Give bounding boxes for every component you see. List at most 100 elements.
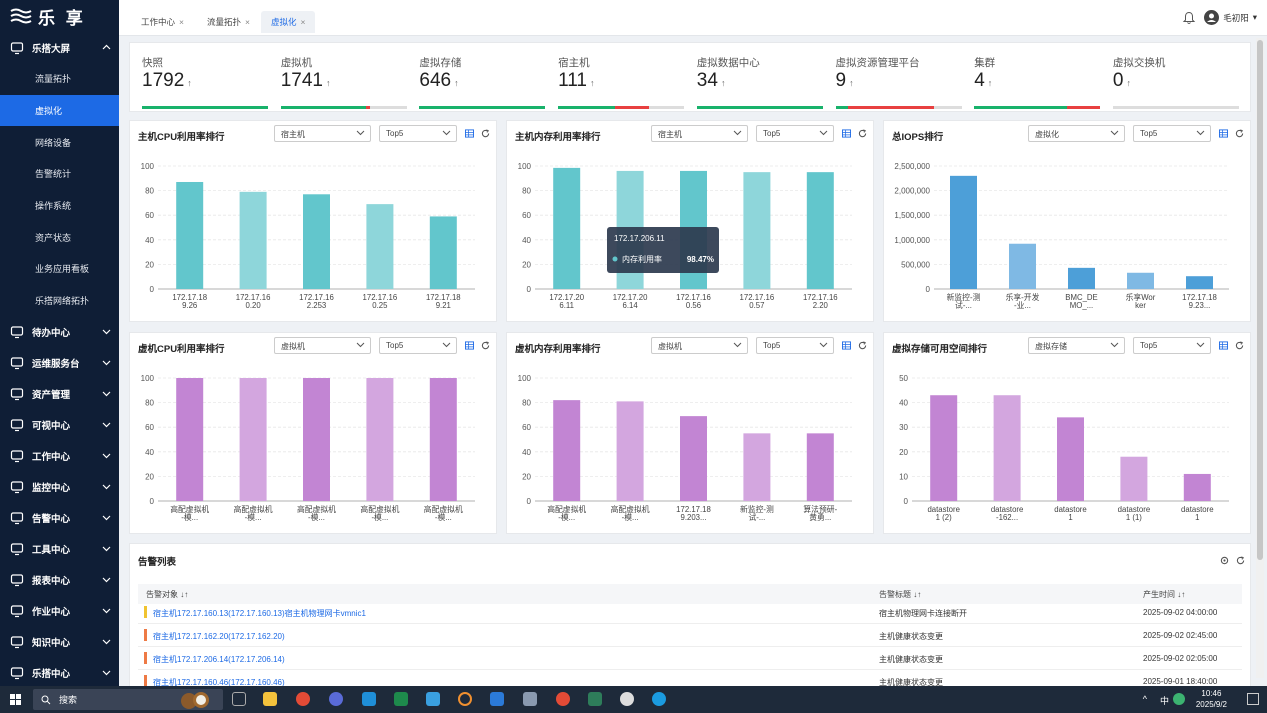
- table-row[interactable]: 宿主机172.17.160.46(172.17.160.46) 主机健康状态变更 2…: [138, 670, 1242, 687]
- app-icon[interactable]: [490, 692, 504, 706]
- object-type-select[interactable]: 宿主机: [651, 125, 748, 142]
- stat-card[interactable]: 快照 1792 ↑: [142, 55, 268, 109]
- tab-work-center[interactable]: 工作中心 ×: [131, 11, 194, 33]
- refresh-icon[interactable]: [1235, 341, 1244, 350]
- edge-icon[interactable]: [652, 692, 666, 706]
- column-header-title[interactable]: 告警标题 ↓↑: [879, 590, 922, 599]
- search-app-icon[interactable]: [458, 692, 472, 706]
- sidebar-group-4[interactable]: 可视中心: [0, 410, 119, 441]
- close-icon[interactable]: ×: [179, 17, 184, 27]
- alert-object-link[interactable]: 宿主机172.17.206.14(172.17.206.14): [153, 655, 285, 664]
- sidebar-item[interactable]: 告警统计: [35, 169, 72, 180]
- excel-icon[interactable]: [394, 692, 408, 706]
- user-menu[interactable]: 毛初阳 ▾: [1182, 10, 1257, 25]
- stat-card[interactable]: 虚拟交换机 0 ↑: [1112, 55, 1239, 109]
- table-view-icon[interactable]: [842, 341, 851, 350]
- close-icon[interactable]: ×: [245, 17, 250, 27]
- sidebar-item[interactable]: 网络设备: [35, 137, 72, 148]
- chrome-icon[interactable]: [556, 692, 570, 706]
- sidebar-item[interactable]: 资产状态: [35, 232, 72, 243]
- taskbar-clock[interactable]: 10:46 2025/9/2: [1196, 688, 1227, 710]
- alert-object-link[interactable]: 宿主机172.17.162.20(172.17.162.20): [153, 632, 285, 641]
- sidebar-group-2[interactable]: 运维服务台: [0, 348, 119, 379]
- app-icon[interactable]: [426, 692, 440, 706]
- page-scrollbar[interactable]: [1256, 38, 1264, 678]
- sidebar-item[interactable]: 操作系统: [35, 201, 72, 212]
- notification-icon[interactable]: [1247, 693, 1259, 705]
- alert-object-link[interactable]: 宿主机172.17.160.13(172.17.160.13)宿主机物理网卡vm…: [153, 609, 366, 618]
- top-n-select[interactable]: Top5: [756, 125, 834, 142]
- stat-card[interactable]: 虚拟存储 646 ↑: [419, 55, 546, 109]
- top-n-select[interactable]: Top5: [1133, 337, 1211, 354]
- object-type-select[interactable]: 虚拟机: [274, 337, 371, 354]
- tab-traffic-topology[interactable]: 流量拓扑 ×: [197, 11, 260, 33]
- refresh-icon[interactable]: [1235, 129, 1244, 138]
- settings-icon[interactable]: [1220, 556, 1229, 565]
- top-n-select[interactable]: Top5: [379, 125, 457, 142]
- table-row[interactable]: 宿主机172.17.206.14(172.17.206.14) 主机健康状态变更 2…: [138, 647, 1242, 670]
- sidebar-group-10[interactable]: 作业中心: [0, 596, 119, 627]
- table-view-icon[interactable]: [1219, 129, 1228, 138]
- object-type-select[interactable]: 虚拟存储: [1028, 337, 1125, 354]
- sidebar-item[interactable]: 虚拟化: [0, 94, 119, 127]
- stat-card[interactable]: 虚拟资源管理平台 9 ↑: [835, 55, 962, 109]
- alert-object-link[interactable]: 宿主机172.17.160.46(172.17.160.46): [153, 678, 285, 687]
- tray-app-icon[interactable]: [1173, 693, 1185, 705]
- tab-virtualization[interactable]: 虚拟化 ×: [261, 11, 316, 33]
- refresh-icon[interactable]: [858, 341, 867, 350]
- column-header-time[interactable]: 产生时间 ↓↑: [1143, 590, 1186, 599]
- chrome-icon[interactable]: [296, 692, 310, 706]
- sidebar-item[interactable]: 乐搭网络拓扑: [35, 296, 90, 307]
- app-logo[interactable]: 乐 享: [0, 0, 119, 32]
- app-icon[interactable]: [523, 692, 537, 706]
- table-view-icon[interactable]: [842, 129, 851, 138]
- table-row[interactable]: 宿主机172.17.160.13(172.17.160.13)宿主机物理网卡vm…: [138, 601, 1242, 624]
- sidebar-group-1[interactable]: 待办中心: [0, 317, 119, 348]
- scrollbar-thumb[interactable]: [1257, 40, 1263, 560]
- stat-card[interactable]: 虚拟机 1741 ↑: [280, 55, 407, 109]
- app-icon[interactable]: [362, 692, 376, 706]
- sidebar-group-12[interactable]: 乐搭中心: [0, 658, 119, 687]
- sidebar-group-0[interactable]: 乐搭大屏: [0, 32, 119, 63]
- chevron-down-icon: [102, 513, 111, 524]
- top-n-select[interactable]: Top5: [756, 337, 834, 354]
- app-icon[interactable]: [588, 692, 602, 706]
- sidebar-item[interactable]: 业务应用看板: [35, 264, 90, 275]
- column-header-object[interactable]: 告警对象 ↓↑: [146, 590, 189, 599]
- task-view-icon[interactable]: [232, 692, 246, 706]
- sidebar-group-7[interactable]: 告警中心: [0, 503, 119, 534]
- stat-card[interactable]: 宿主机 111 ↑: [558, 55, 685, 109]
- app-icon[interactable]: [329, 692, 343, 706]
- refresh-icon[interactable]: [858, 129, 867, 138]
- table-view-icon[interactable]: [465, 129, 474, 138]
- stat-card[interactable]: 集群 4 ↑: [974, 55, 1101, 109]
- sidebar-group-9[interactable]: 报表中心: [0, 565, 119, 596]
- refresh-icon[interactable]: [481, 341, 490, 350]
- table-view-icon[interactable]: [1219, 341, 1228, 350]
- stat-card[interactable]: 虚拟数据中心 34 ↑: [696, 55, 823, 109]
- tray-icons[interactable]: ^: [1142, 694, 1147, 704]
- refresh-icon[interactable]: [481, 129, 490, 138]
- app-icon[interactable]: [620, 692, 634, 706]
- ime-indicator[interactable]: 中: [1159, 696, 1169, 706]
- object-type-select[interactable]: 虚拟机: [651, 337, 748, 354]
- top-n-select[interactable]: Top5: [379, 337, 457, 354]
- object-type-select[interactable]: 宿主机: [274, 125, 371, 142]
- file-explorer-icon[interactable]: [263, 692, 277, 706]
- object-type-select[interactable]: 虚拟化: [1028, 125, 1125, 142]
- sidebar-group-11[interactable]: 知识中心: [0, 627, 119, 658]
- taskbar-search[interactable]: 搜索: [33, 689, 223, 710]
- table-row[interactable]: 宿主机172.17.162.20(172.17.162.20) 主机健康状态变更 2…: [138, 624, 1242, 647]
- windows-start-icon[interactable]: [10, 694, 21, 705]
- close-icon[interactable]: ×: [300, 17, 306, 27]
- table-view-icon[interactable]: [465, 341, 474, 350]
- refresh-icon[interactable]: [1236, 556, 1245, 565]
- top-n-select[interactable]: Top5: [1133, 125, 1211, 142]
- sidebar-group-6[interactable]: 监控中心: [0, 472, 119, 503]
- chevron-down-icon: [1196, 340, 1205, 351]
- job-icon: [10, 604, 24, 618]
- sidebar-group-5[interactable]: 工作中心: [0, 441, 119, 472]
- sidebar-item[interactable]: 流量拓扑: [35, 74, 72, 85]
- sidebar-group-3[interactable]: 资产管理: [0, 379, 119, 410]
- sidebar-group-8[interactable]: 工具中心: [0, 534, 119, 565]
